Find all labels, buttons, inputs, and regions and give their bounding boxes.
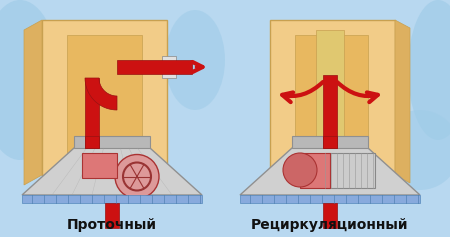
Bar	[67, 35, 142, 170]
Polygon shape	[24, 20, 42, 185]
Text: Проточный: Проточный	[67, 218, 157, 232]
Bar	[42, 20, 167, 175]
Bar	[292, 136, 368, 148]
Bar	[105, 203, 119, 228]
Bar	[300, 153, 330, 188]
Bar	[323, 203, 337, 228]
Bar	[325, 153, 375, 188]
Ellipse shape	[408, 0, 450, 140]
Bar	[85, 78, 99, 148]
Bar	[82, 153, 117, 178]
Bar	[240, 195, 420, 203]
Ellipse shape	[165, 10, 225, 110]
Bar	[22, 195, 202, 203]
Bar	[117, 60, 192, 74]
Bar	[270, 20, 395, 175]
Ellipse shape	[380, 110, 450, 190]
Bar	[295, 35, 368, 170]
Bar	[323, 75, 337, 148]
Bar	[74, 136, 150, 148]
Circle shape	[283, 153, 317, 187]
Bar	[162, 56, 176, 78]
Bar	[85, 136, 99, 148]
Polygon shape	[240, 148, 420, 195]
Polygon shape	[395, 20, 410, 183]
Bar	[316, 30, 344, 165]
Circle shape	[115, 155, 159, 199]
Text: Рециркуляционный: Рециркуляционный	[251, 218, 409, 232]
Polygon shape	[85, 78, 117, 110]
Bar	[323, 136, 337, 148]
Polygon shape	[22, 148, 202, 195]
Ellipse shape	[0, 0, 60, 160]
